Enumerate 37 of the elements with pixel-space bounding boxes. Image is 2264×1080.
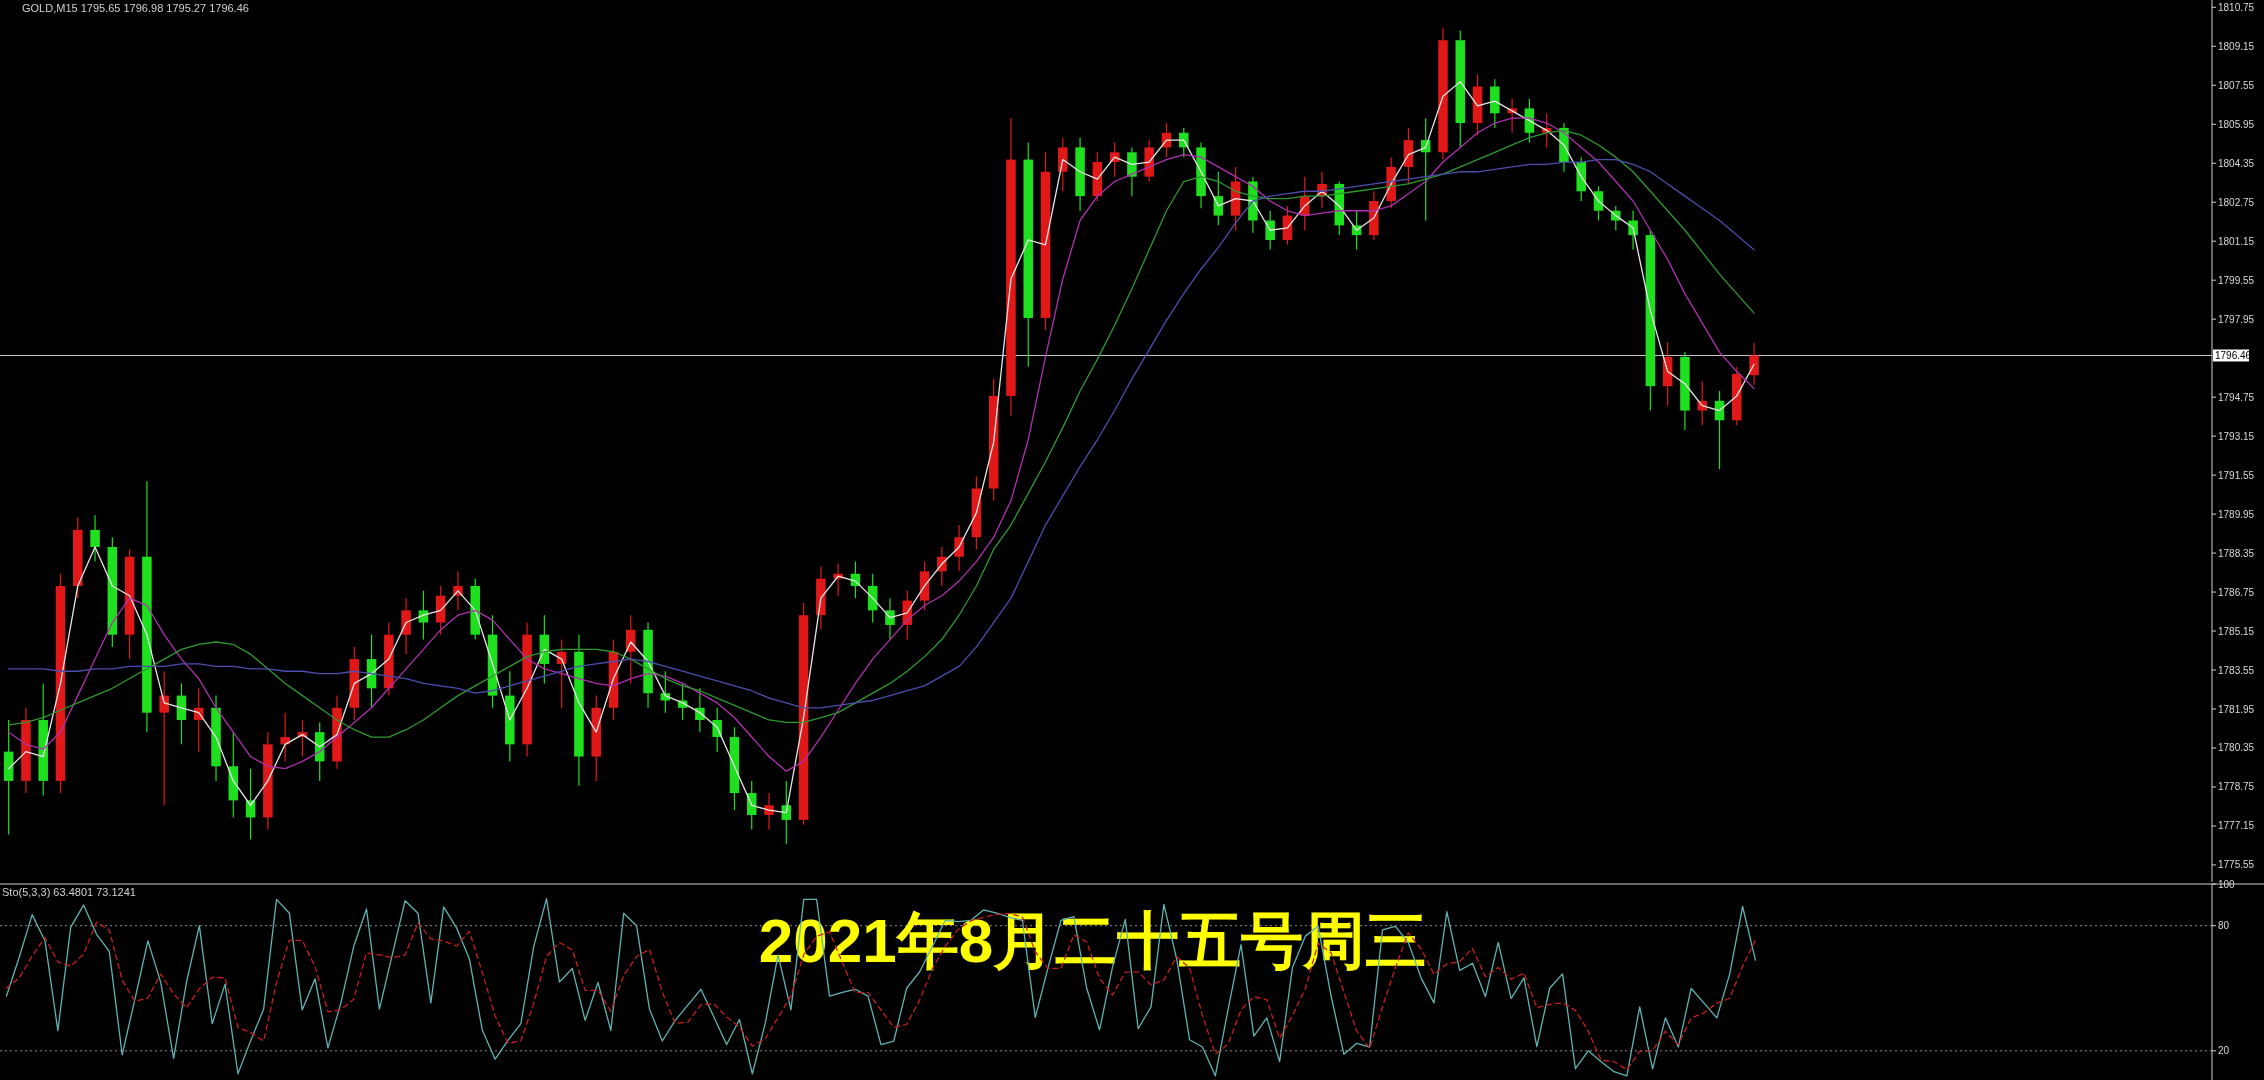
y-tick-label: 1777.15	[2218, 820, 2255, 832]
y-tick-label: 1785.15	[2218, 625, 2255, 637]
y-tick-label: 1802.75	[2218, 196, 2255, 208]
candlestick	[1749, 342, 1759, 386]
y-tick-label: 1775.55	[2218, 859, 2255, 871]
y-tick-label: 1781.95	[2218, 703, 2255, 715]
y-tick-label: 1794.75	[2218, 391, 2255, 403]
y-tick-label: 1804.35	[2218, 157, 2255, 169]
candlestick	[1265, 210, 1275, 251]
y-tick-label: 1786.75	[2218, 586, 2255, 598]
y-tick-label: 1793.15	[2218, 430, 2255, 442]
candlestick	[280, 712, 290, 762]
y-tick-label: 100	[2218, 878, 2236, 890]
y-tick-label: 1810.75	[2218, 1, 2255, 13]
candlestick	[954, 524, 964, 572]
y-tick-label: 1797.95	[2218, 313, 2255, 325]
y-tick-label: 80	[2218, 920, 2230, 932]
y-tick-label: 1789.95	[2218, 508, 2255, 520]
y-tick-label: 1788.35	[2218, 547, 2255, 559]
y-tick-label: 1805.95	[2218, 118, 2255, 130]
y-tick-label: 1778.75	[2218, 781, 2255, 793]
candlestick	[90, 514, 100, 563]
y-tick-label: 1783.55	[2218, 664, 2255, 676]
chart-title: Sto(5,3,3) 63.4801 73.1241	[2, 886, 136, 898]
y-tick-label: 1780.35	[2218, 742, 2255, 754]
y-tick-label: 1809.15	[2218, 40, 2255, 52]
candlestick	[885, 597, 895, 641]
y-tick-label: 1807.55	[2218, 79, 2255, 91]
candlestick	[159, 670, 169, 806]
chart-title: GOLD,M15 1795.65 1796.98 1795.27 1796.46	[22, 2, 249, 14]
candlestick	[626, 614, 636, 685]
y-tick-label: 1791.55	[2218, 469, 2255, 481]
y-tick-label: 20	[2218, 1045, 2230, 1057]
candlestick	[764, 792, 774, 831]
y-tick-label: 1799.55	[2218, 274, 2255, 286]
y-tick-label: 1801.15	[2218, 235, 2255, 247]
candlestick	[1697, 380, 1707, 426]
